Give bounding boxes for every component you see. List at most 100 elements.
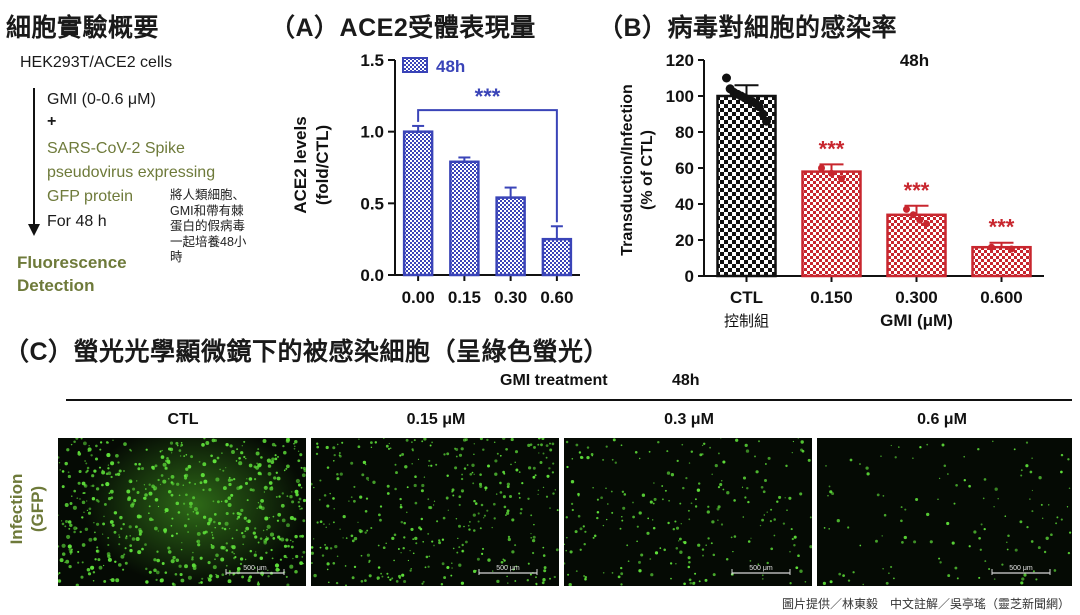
gfp-cell bbox=[647, 517, 650, 520]
gfp-cell bbox=[126, 489, 131, 494]
gfp-cell bbox=[248, 575, 253, 579]
gfp-cell bbox=[400, 551, 402, 554]
gfp-cell bbox=[101, 483, 104, 487]
gfp-cell bbox=[988, 567, 991, 571]
gfp-cell bbox=[219, 468, 221, 471]
protocol-arrow-shaft bbox=[33, 88, 35, 228]
gfp-cell bbox=[187, 531, 189, 533]
gfp-cell bbox=[323, 494, 327, 497]
gfp-cell bbox=[507, 535, 511, 539]
gfp-cell bbox=[372, 480, 376, 484]
gfp-cell bbox=[207, 577, 212, 582]
gfp-cell bbox=[172, 583, 176, 586]
gfp-cell bbox=[399, 454, 401, 457]
gfp-cell bbox=[274, 444, 277, 447]
gfp-cell bbox=[769, 520, 772, 523]
gfp-cell bbox=[554, 489, 556, 491]
gfp-cell bbox=[156, 570, 160, 575]
gfp-cell bbox=[537, 443, 540, 446]
gfp-cell bbox=[586, 455, 590, 460]
gfp-cell bbox=[956, 577, 959, 580]
bar-0.15 bbox=[449, 160, 480, 277]
gfp-cell bbox=[266, 458, 271, 463]
gfp-cell bbox=[495, 493, 498, 495]
gfp-cell bbox=[61, 543, 66, 548]
gfp-cell bbox=[527, 466, 532, 470]
gfp-cell bbox=[180, 578, 185, 583]
detection-line-1: Fluorescence bbox=[17, 253, 127, 272]
gfp-cell bbox=[268, 517, 270, 519]
gfp-cell bbox=[486, 438, 489, 442]
gfp-cell bbox=[954, 566, 958, 570]
gfp-cell bbox=[400, 520, 404, 524]
gfp-cell bbox=[257, 541, 260, 544]
gfp-cell bbox=[766, 511, 768, 513]
gfp-cell bbox=[332, 521, 335, 524]
gfp-cell bbox=[197, 543, 201, 547]
gfp-cell bbox=[325, 546, 329, 550]
gfp-cell bbox=[299, 562, 302, 564]
gfp-cell bbox=[915, 497, 919, 502]
gfp-cell bbox=[632, 501, 634, 504]
gfp-cell bbox=[809, 516, 812, 519]
gfp-cell bbox=[211, 531, 213, 534]
gfp-cell bbox=[269, 532, 275, 537]
gfp-cell bbox=[220, 557, 225, 562]
gfp-cell bbox=[288, 438, 290, 440]
gfp-cell bbox=[460, 477, 464, 481]
gfp-cell bbox=[479, 527, 482, 530]
gfp-cell bbox=[279, 558, 283, 561]
gfp-cell bbox=[311, 546, 314, 549]
gfp-cell bbox=[707, 537, 710, 540]
gfp-cell bbox=[672, 527, 676, 531]
y-tick-label: 80 bbox=[675, 123, 694, 142]
gfp-cell bbox=[61, 522, 65, 526]
plus-sign: + bbox=[47, 113, 57, 130]
gfp-cell bbox=[535, 582, 538, 585]
gfp-cell bbox=[482, 448, 485, 451]
gfp-cell bbox=[636, 525, 639, 528]
gfp-cell bbox=[898, 446, 900, 448]
gfp-cell bbox=[947, 574, 951, 578]
gfp-cell bbox=[277, 535, 281, 539]
gfp-cell bbox=[427, 498, 430, 501]
gfp-cell bbox=[505, 511, 510, 515]
gfp-cell bbox=[241, 575, 245, 579]
gfp-cell bbox=[533, 445, 536, 449]
gfp-cell bbox=[145, 580, 149, 584]
gfp-cell bbox=[196, 540, 199, 543]
gfp-cell bbox=[109, 578, 112, 581]
gfp-cell bbox=[640, 553, 644, 557]
gfp-cell bbox=[611, 458, 614, 461]
gfp-cell bbox=[770, 547, 774, 551]
x-tick-label: 0.00 bbox=[402, 288, 435, 307]
gfp-cell bbox=[1031, 510, 1034, 513]
gfp-cell bbox=[825, 464, 827, 467]
gfp-cell bbox=[567, 573, 570, 576]
gfp-cell bbox=[473, 499, 476, 503]
gfp-cell bbox=[153, 568, 157, 572]
gfp-cell bbox=[329, 547, 333, 550]
gfp-cell bbox=[205, 441, 210, 445]
gfp-cell bbox=[786, 509, 788, 512]
gfp-cell bbox=[103, 515, 105, 518]
gfp-cell bbox=[144, 488, 147, 490]
gfp-cell bbox=[791, 452, 793, 454]
gfp-cell bbox=[80, 575, 84, 579]
gfp-cell bbox=[297, 459, 301, 463]
gfp-cell bbox=[602, 572, 605, 574]
gfp-cell bbox=[73, 440, 76, 443]
gfp-cell bbox=[424, 566, 427, 569]
gfp-cell bbox=[301, 556, 304, 558]
gfp-cell bbox=[530, 537, 532, 539]
gfp-cell bbox=[85, 462, 88, 465]
gfp-cell bbox=[546, 474, 550, 478]
gfp-cell bbox=[137, 550, 142, 555]
gfp-cell bbox=[275, 567, 280, 572]
gfp-cell bbox=[302, 498, 306, 503]
gfp-cell bbox=[99, 441, 103, 444]
gfp-cell bbox=[195, 525, 197, 527]
gfp-cell bbox=[584, 577, 587, 581]
gfp-cell bbox=[1042, 517, 1044, 519]
gfp-cell bbox=[107, 467, 110, 470]
